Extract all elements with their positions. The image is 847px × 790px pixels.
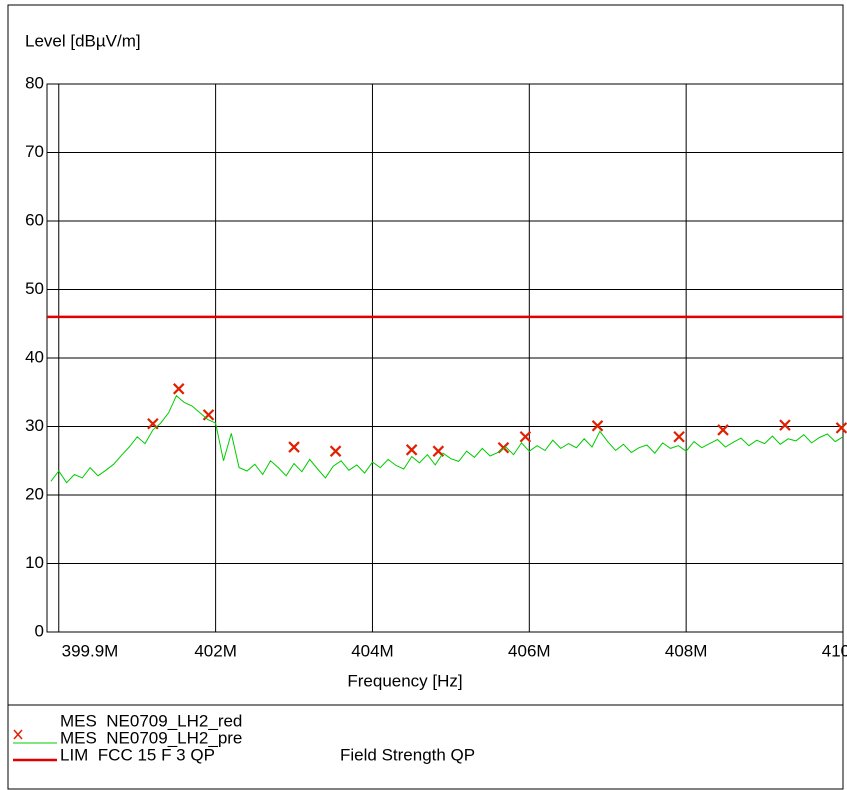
legend-marker [13,729,23,740]
x-marker [835,422,847,434]
x-marker [519,430,532,443]
y-tick-label: 10 [25,553,44,572]
y-tick-label: 50 [25,279,44,298]
x-marker [673,430,685,443]
y-axis-label: Level [dBµV/m] [25,31,141,50]
legend-label: LIM FCC 15 F 3 QP [60,745,215,764]
legend-label: MES NE0709_LH2_red [60,711,242,730]
x-marker [172,383,185,395]
y-tick-label: 60 [25,210,44,229]
x-tick-label: 406M [508,641,551,660]
y-tick-label: 20 [25,484,44,503]
legend-label: MES NE0709_LH2_pre [60,728,242,747]
y-tick-label: 70 [25,142,44,161]
y-tick-label: 0 [35,621,44,640]
series-line [50,394,844,484]
y-tick-label: 40 [25,347,44,366]
x-marker [288,441,300,453]
x-tick-label: 399.9M [62,641,119,660]
plot-border [46,83,844,633]
x-marker [779,419,791,431]
x-axis-label: Frequency [Hz] [347,671,462,690]
x-marker [405,444,418,456]
legend-description: Field Strength QP [340,745,475,764]
x-tick-label: 404M [351,641,394,660]
x-marker [717,424,729,436]
x-marker [329,445,342,457]
y-tick-label: 30 [25,416,44,435]
x-tick-label: 402M [194,641,237,660]
x-marker [591,420,604,432]
x-marker [202,409,215,421]
y-tick-label: 80 [25,73,44,92]
x-tick-label: 408M [665,641,708,660]
